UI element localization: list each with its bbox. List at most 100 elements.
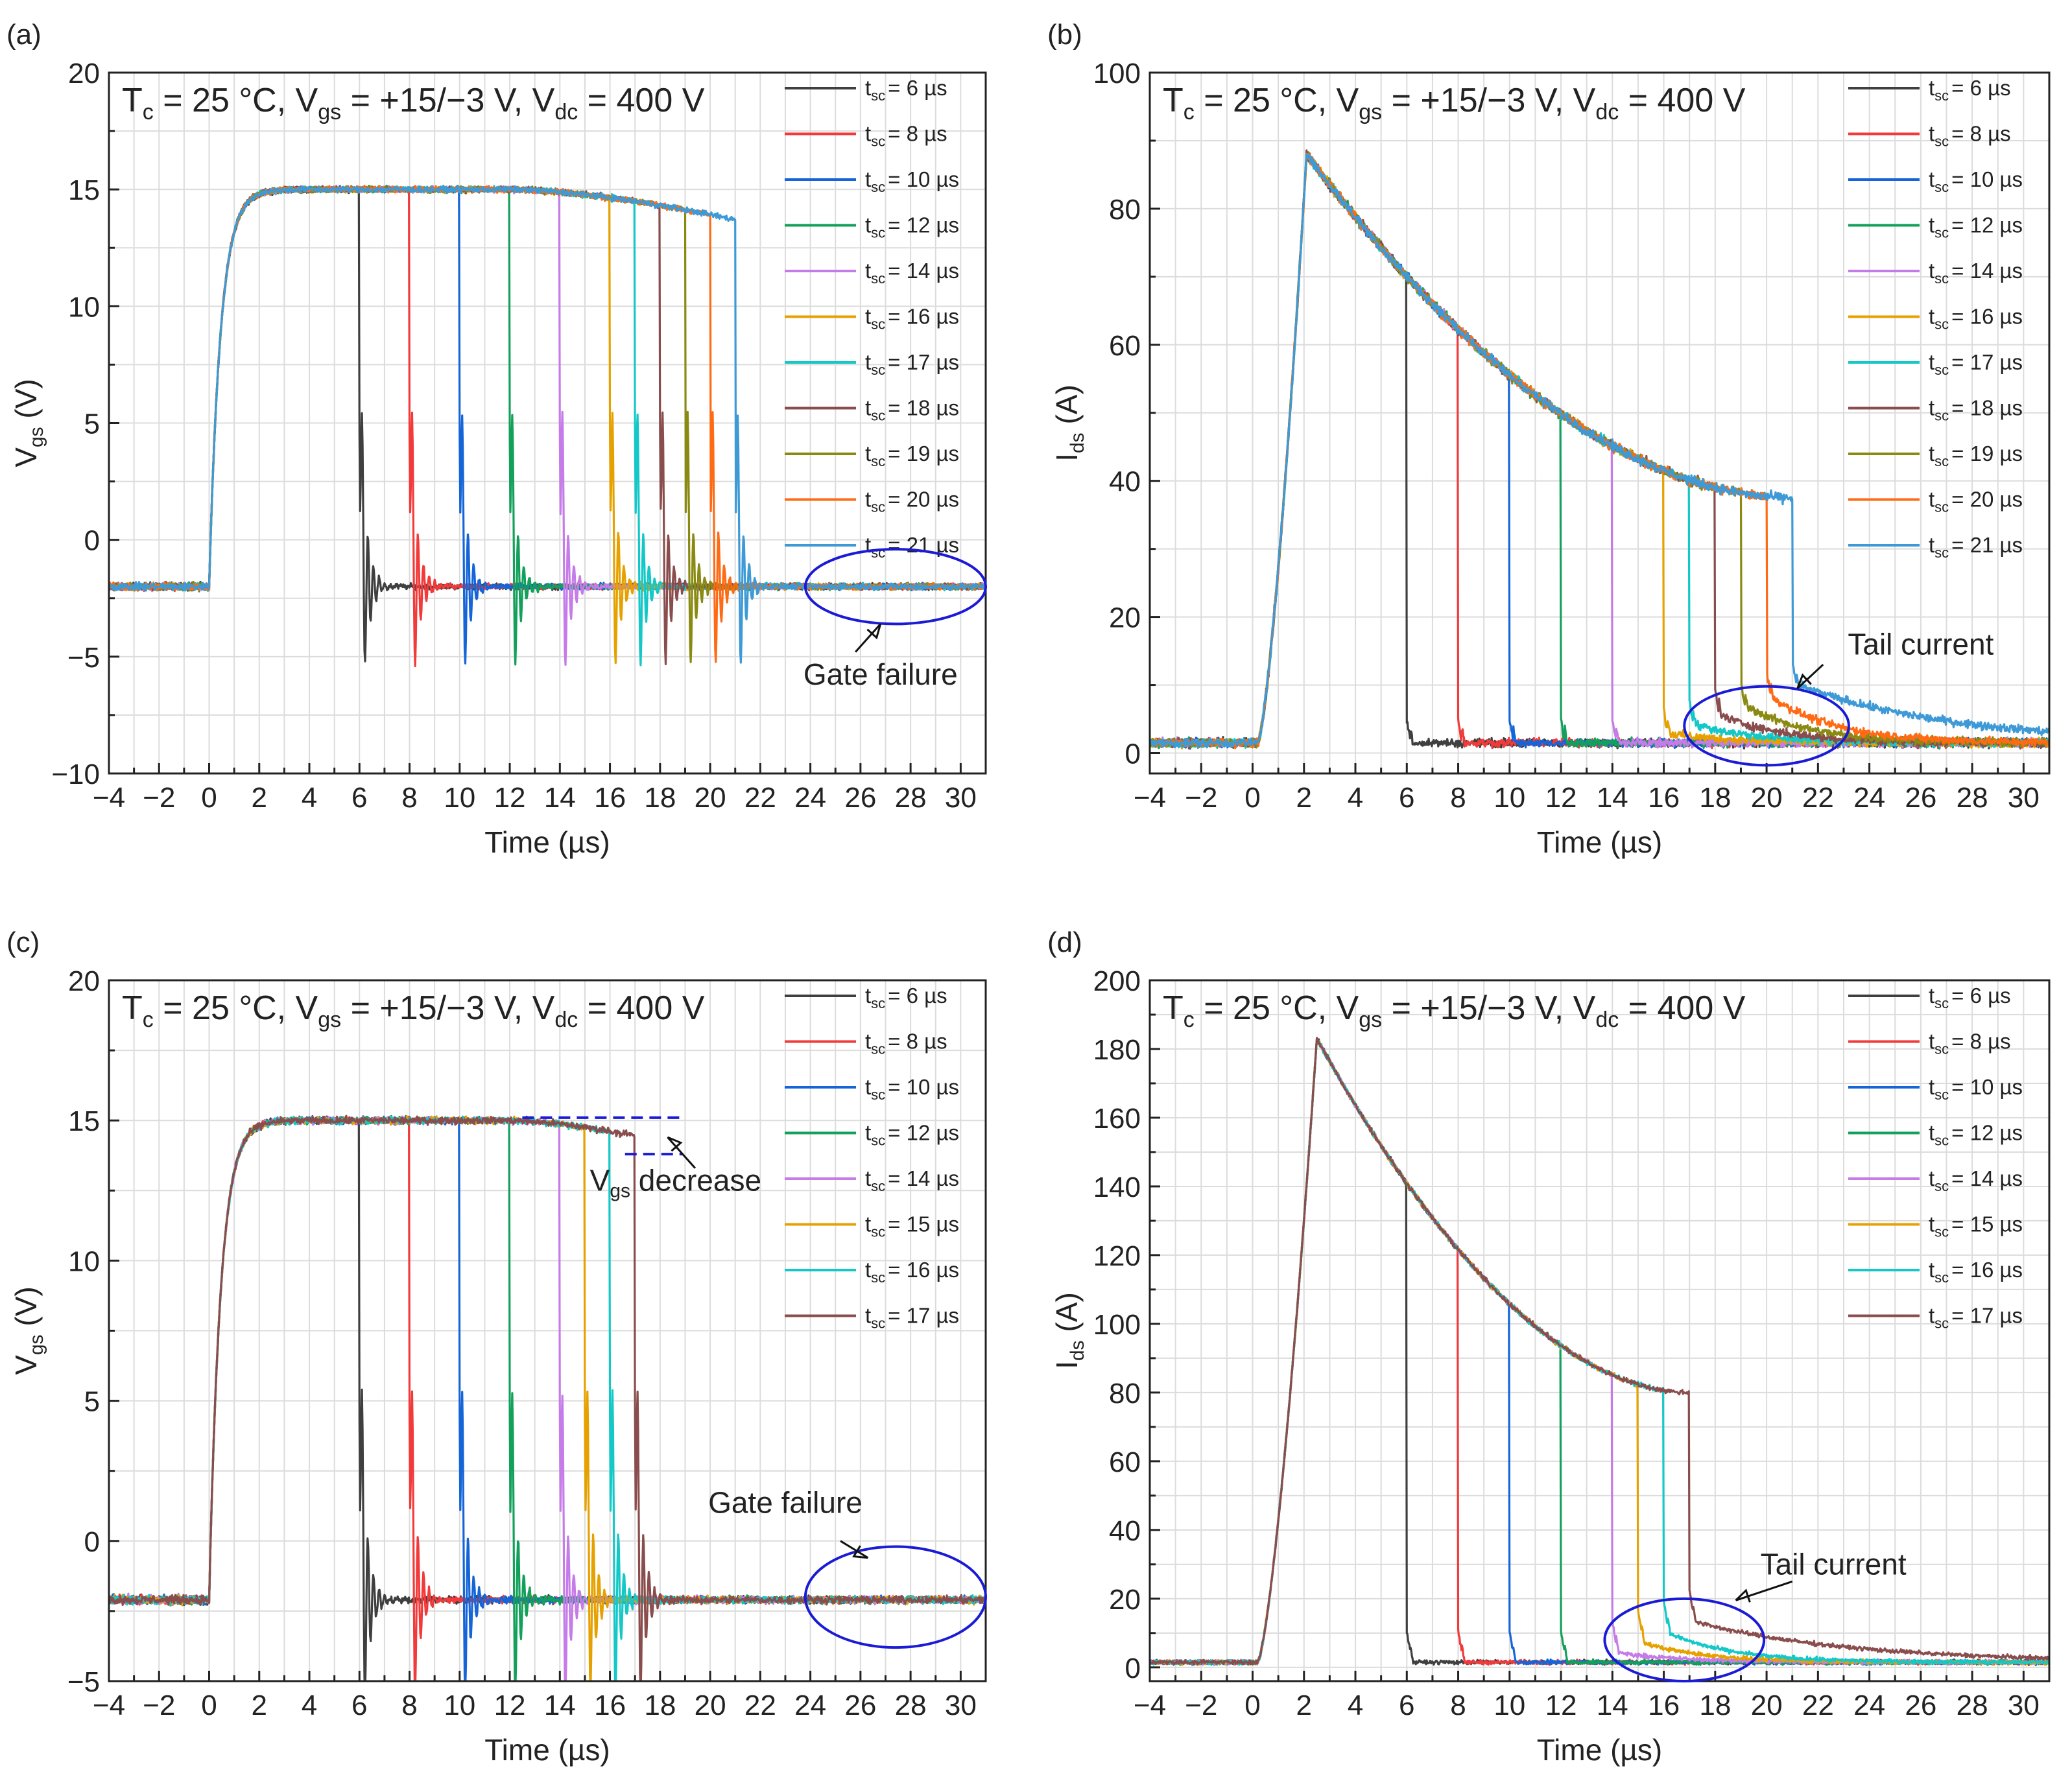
legend-label: = 16 µs — [888, 305, 959, 329]
annotations: Gate failure — [803, 548, 987, 691]
legend-sub: sc — [871, 545, 885, 561]
legend-label: = 6 µs — [888, 984, 947, 1008]
x-tick-label: 28 — [1957, 782, 1988, 814]
y-label-sub: ds — [1067, 432, 1088, 453]
title-part: = 400 V — [1619, 989, 1745, 1027]
legend-entry: tsc = 16 µs — [1929, 305, 2023, 333]
series-line-tsc-21 — [1150, 153, 2049, 749]
title-part: dc — [554, 100, 578, 124]
y-label-unit: (A) — [1050, 1292, 1084, 1340]
annotation-label: Tail current — [1761, 1548, 1907, 1581]
x-tick-label: 12 — [1545, 782, 1577, 814]
title-part: gs — [1359, 100, 1382, 124]
legend-label: = 16 µs — [1951, 1258, 2023, 1282]
y-tick-label: 0 — [1125, 1653, 1141, 1684]
title-part: c — [1184, 1008, 1195, 1032]
legend-label: = 8 µs — [1951, 122, 2010, 146]
annotation-arrow — [840, 1540, 869, 1559]
legend-sub: sc — [1934, 545, 1949, 561]
legend-sub: sc — [1934, 1224, 1949, 1240]
y-tick-label: 140 — [1093, 1172, 1141, 1203]
y-tick-label: 20 — [1109, 1584, 1141, 1616]
legend-t: t — [865, 305, 871, 329]
chart-panel-c: −4 −2 0 2 4 6 8 10 12 14 16 18 20 22 24 26 28 30−50510152… — [6, 926, 987, 1767]
legend-t: t — [1929, 442, 1934, 466]
series-line-tsc-17 — [109, 185, 986, 666]
legend-label: = 8 µs — [888, 1030, 947, 1054]
x-tick-label: 2 — [252, 782, 267, 814]
x-tick-label: −2 — [143, 1690, 175, 1721]
x-tick-label: 20 — [1751, 1690, 1783, 1721]
highlight-ellipse — [1603, 1597, 1766, 1683]
legend-t: t — [1929, 1212, 1934, 1236]
legend-label: = 21 µs — [888, 533, 959, 557]
legend-label: = 16 µs — [1951, 305, 2023, 329]
annotation-sub: gs — [610, 1180, 630, 1201]
x-tick-label: 24 — [794, 1690, 826, 1721]
legend-label: = 17 µs — [1951, 350, 2023, 374]
panel-label: (c) — [6, 926, 40, 958]
y-tick-label: 60 — [1109, 1446, 1141, 1478]
legend-label: = 8 µs — [1951, 1030, 2010, 1054]
x-tick-label: 10 — [444, 782, 475, 814]
legend-sub: sc — [871, 995, 885, 1011]
legend-entry: tsc = 15 µs — [865, 1212, 959, 1240]
series-line-tsc-10 — [109, 185, 986, 665]
title-part: = +15/−3 V, V — [1382, 82, 1595, 119]
legend-entry: tsc = 21 µs — [1929, 533, 2023, 561]
legend-label: = 14 µs — [1951, 1166, 2023, 1190]
legend-sub: sc — [1934, 88, 1949, 104]
x-tick-label: −4 — [1134, 782, 1166, 814]
x-axis: −4 −2 0 2 4 6 8 10 12 14 16 18 20 22 24 26 28 30 — [93, 763, 987, 814]
y-axis-label: Vgs (V) — [9, 379, 47, 467]
legend-label: = 19 µs — [888, 442, 959, 466]
legend-label: = 6 µs — [1951, 984, 2010, 1008]
legend-sub: sc — [871, 362, 885, 378]
chart-panel-a: −4 −2 0 2 4 6 8 10 12 14 16 18 20 22 24 26 28 30−10−50510… — [6, 19, 987, 859]
title-part: gs — [318, 100, 341, 124]
title-part: = 25 °C, V — [1195, 989, 1359, 1027]
title-part: = 25 °C, V — [154, 989, 318, 1027]
title-part: = +15/−3 V, V — [341, 989, 554, 1027]
x-tick-label: 8 — [401, 782, 417, 814]
highlight-ellipse — [803, 1545, 987, 1649]
legend-entry: tsc = 18 µs — [1929, 396, 2023, 424]
legend-t: t — [1929, 305, 1934, 329]
x-tick-label: 12 — [494, 1690, 526, 1721]
legend-t: t — [1929, 1166, 1934, 1190]
highlight-ellipse — [803, 548, 987, 626]
annotation-arrow — [1796, 663, 1824, 689]
x-tick-label: 8 — [401, 1690, 417, 1721]
legend-label: = 8 µs — [888, 122, 947, 146]
y-tick-label: 5 — [84, 1386, 100, 1418]
y-label-sub: gs — [26, 1334, 47, 1355]
x-tick-label: −4 — [93, 782, 125, 814]
legend-sub: sc — [1934, 179, 1949, 195]
legend-t: t — [865, 76, 871, 100]
legend-label: = 18 µs — [1951, 396, 2023, 420]
legend-sub: sc — [871, 316, 885, 333]
legend-t: t — [865, 213, 871, 237]
legend-entry: tsc = 20 µs — [1929, 488, 2023, 515]
x-tick-label: 28 — [895, 782, 927, 814]
y-axis: −5 0 5 10 15 20 — [67, 965, 119, 1698]
legend-label: = 20 µs — [888, 488, 959, 512]
legend-t: t — [865, 167, 871, 191]
legend-label: = 10 µs — [888, 1075, 959, 1099]
x-tick-label: 22 — [744, 782, 776, 814]
y-tick-label: 180 — [1093, 1034, 1141, 1066]
legend-t: t — [865, 1304, 871, 1328]
y-tick-label: 200 — [1093, 965, 1141, 997]
legend-entry: tsc = 6 µs — [865, 76, 947, 104]
y-label-sub: gs — [26, 427, 47, 447]
plot-frame — [1149, 979, 2051, 1682]
y-tick-label: 0 — [1125, 738, 1141, 770]
legend-sub: sc — [871, 1041, 885, 1057]
y-tick-label: 20 — [68, 965, 100, 997]
y-label-unit: (A) — [1050, 384, 1084, 432]
legend-entry: tsc = 8 µs — [1929, 122, 2011, 150]
y-tick-label: 0 — [84, 525, 100, 557]
